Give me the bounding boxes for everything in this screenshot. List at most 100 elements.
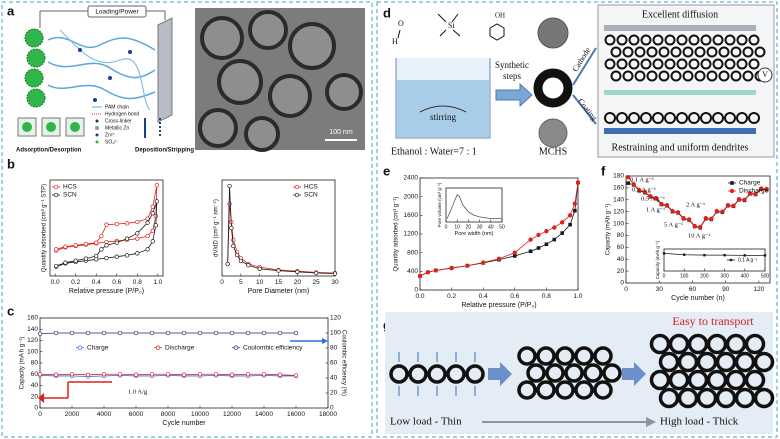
marker — [181, 330, 187, 336]
legend-label: Discharge — [165, 344, 195, 351]
high-load-label: High load - Thick — [660, 416, 739, 428]
marker — [245, 372, 251, 377]
ring — [408, 364, 428, 384]
x-tick-label: 0.4 — [479, 293, 488, 300]
series-line — [227, 185, 336, 274]
marker — [683, 253, 686, 256]
x-tick-label: 10 — [256, 279, 264, 286]
x-tick-label: 1.0 — [573, 293, 582, 300]
x-tick-label: 0.6 — [112, 279, 121, 286]
x-tick-label: 0 — [38, 411, 42, 418]
marker — [568, 222, 572, 227]
ring — [724, 58, 736, 70]
series-line — [419, 182, 579, 277]
marker — [332, 271, 338, 276]
marker — [698, 224, 703, 230]
marker — [53, 330, 59, 336]
ring — [694, 46, 706, 58]
legend-marker — [729, 258, 733, 262]
x-tick-label: 8000 — [161, 411, 176, 418]
marker — [714, 208, 719, 214]
marker — [544, 229, 549, 234]
ring — [536, 380, 556, 400]
marker — [648, 194, 653, 199]
ring — [670, 46, 682, 58]
ring — [715, 351, 737, 373]
ring — [427, 364, 447, 384]
x-tick-label: 0.2 — [447, 293, 456, 300]
marker — [69, 330, 75, 336]
marker — [743, 254, 746, 257]
marker — [276, 268, 281, 273]
marker — [552, 237, 557, 242]
ring — [465, 364, 485, 384]
charts: 0.0 0.2 0.4 0.6 0.8 1.0 Relative pressure (P/P… — [20, 173, 771, 427]
marker — [626, 181, 631, 185]
marker — [124, 221, 130, 226]
chem-label: OH — [495, 12, 505, 20]
marker — [496, 256, 502, 261]
ring — [676, 34, 688, 46]
x-tick-label: 12000 — [223, 411, 241, 418]
x-tick-label: 15 — [275, 279, 283, 286]
marker — [626, 175, 631, 180]
x-tick-label: 500 — [761, 273, 770, 279]
y-tick-label: 2400 — [404, 175, 419, 182]
y-tick-label: 80 — [31, 360, 39, 367]
x-tick-label: 0.4 — [92, 279, 101, 286]
marker — [197, 330, 203, 336]
panel-label: a — [7, 3, 15, 18]
ring — [700, 34, 712, 46]
marker — [94, 253, 99, 259]
ring — [564, 363, 584, 383]
marker — [54, 247, 59, 252]
ring — [736, 112, 748, 124]
ring — [734, 351, 756, 373]
ring — [446, 364, 466, 384]
ring — [700, 58, 712, 70]
x-tick-label: 30 — [656, 286, 664, 293]
ring — [753, 351, 775, 373]
right-frame — [376, 1, 778, 438]
ring — [753, 387, 775, 409]
ring — [742, 70, 754, 82]
ring — [712, 112, 724, 124]
ring — [616, 34, 628, 46]
ring — [634, 70, 646, 82]
marker — [703, 253, 706, 257]
ring — [677, 387, 699, 409]
axis-arrow-head — [38, 393, 44, 403]
marker — [747, 191, 753, 196]
marker — [63, 244, 68, 249]
y-tick-label: 60 — [617, 244, 625, 251]
ring — [610, 70, 622, 82]
marker — [101, 330, 107, 336]
x-tick-label: 25 — [313, 279, 321, 286]
ring — [664, 34, 676, 46]
marker — [197, 372, 203, 377]
x-axis-label: Cycle number (n) — [671, 295, 725, 302]
y-tick-label: 20 — [31, 393, 39, 400]
marker — [670, 208, 675, 214]
ring — [712, 34, 724, 46]
y-tick-label: 60 — [31, 371, 39, 378]
marker — [145, 220, 150, 225]
y-tick-label: 0 — [34, 405, 38, 412]
ring — [526, 363, 546, 383]
ring — [730, 70, 742, 82]
marker — [720, 209, 725, 214]
marker — [135, 231, 140, 236]
schematic-g: Easy to transport Low load - Thin High l… — [385, 312, 775, 434]
marker — [742, 197, 747, 202]
x-tick-label: 0 — [663, 273, 666, 279]
x-tick-label: 10 — [454, 224, 460, 230]
legend-marker — [77, 345, 83, 350]
ring — [688, 112, 700, 124]
marker — [153, 223, 158, 228]
marker — [642, 189, 647, 195]
marker — [69, 372, 75, 377]
marker — [277, 372, 283, 377]
ring — [649, 369, 671, 391]
legend-label: HCS — [304, 184, 318, 191]
ring — [602, 363, 622, 383]
